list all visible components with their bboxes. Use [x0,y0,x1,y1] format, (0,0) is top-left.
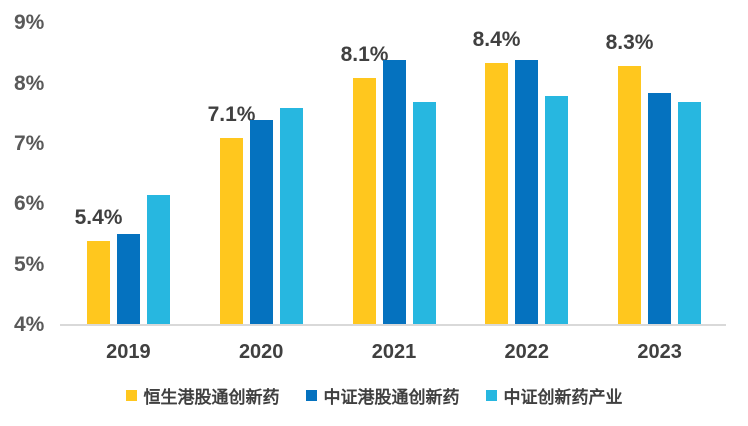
x-tick-label-2021: 2021 [371,341,417,363]
bar-2023-series2 [648,93,671,325]
y-tick-label-6pct: 6% [14,192,45,216]
bar-2021-series3 [413,102,436,325]
legend-swatch-icon [305,390,317,401]
x-tick-label-2020: 2020 [238,341,284,363]
legend-item-1: 恒生港股通创新药 [125,383,280,408]
y-tick-label-9pct: 9% [14,11,45,35]
bar-2020-series3 [280,108,303,325]
data-label-2023: 8.3% [605,31,654,54]
y-tick-label-7pct: 7% [14,131,45,155]
legend-label: 中证创新药产业 [503,388,623,407]
legend-swatch-icon [125,390,137,401]
x-tick-label-2019: 2019 [106,341,151,363]
legend: 恒生港股通创新药 中证港股通创新药 中证创新药产业 [0,383,748,408]
bar-2020-series2 [250,120,273,325]
bar-2021-series1 [353,78,376,325]
data-label-2022: 8.4% [472,28,521,51]
bar-2019-series3 [147,195,170,325]
y-tick-label-4pct: 4% [14,313,45,336]
legend-label: 恒生港股通创新药 [143,388,280,407]
data-label-2020: 7.1% [207,103,256,126]
bar-2022-series3 [545,96,568,325]
legend-label: 中证港股通创新药 [323,388,460,407]
bar-2019-series1 [87,241,110,325]
legend-item-2: 中证港股通创新药 [305,383,460,408]
x-axis-line [60,324,726,326]
data-label-2019: 5.4% [74,206,123,229]
bar-2023-series1 [618,66,641,325]
legend-item-3: 中证创新药产业 [485,383,623,408]
bar-2022-series1 [485,63,508,325]
bar-2022-series2 [515,60,538,325]
bar-2023-series3 [678,102,701,325]
bar-2020-series1 [220,138,243,325]
data-label-2021: 8.1% [340,43,389,66]
x-tick-label-2022: 2022 [504,341,550,363]
bar-2021-series2 [383,60,406,325]
y-tick-label-5pct: 5% [14,252,45,276]
bar-2019-series2 [117,234,140,325]
legend-swatch-icon [485,390,497,401]
y-tick-label-8pct: 8% [14,71,45,95]
x-tick-label-2023: 2023 [637,341,682,363]
